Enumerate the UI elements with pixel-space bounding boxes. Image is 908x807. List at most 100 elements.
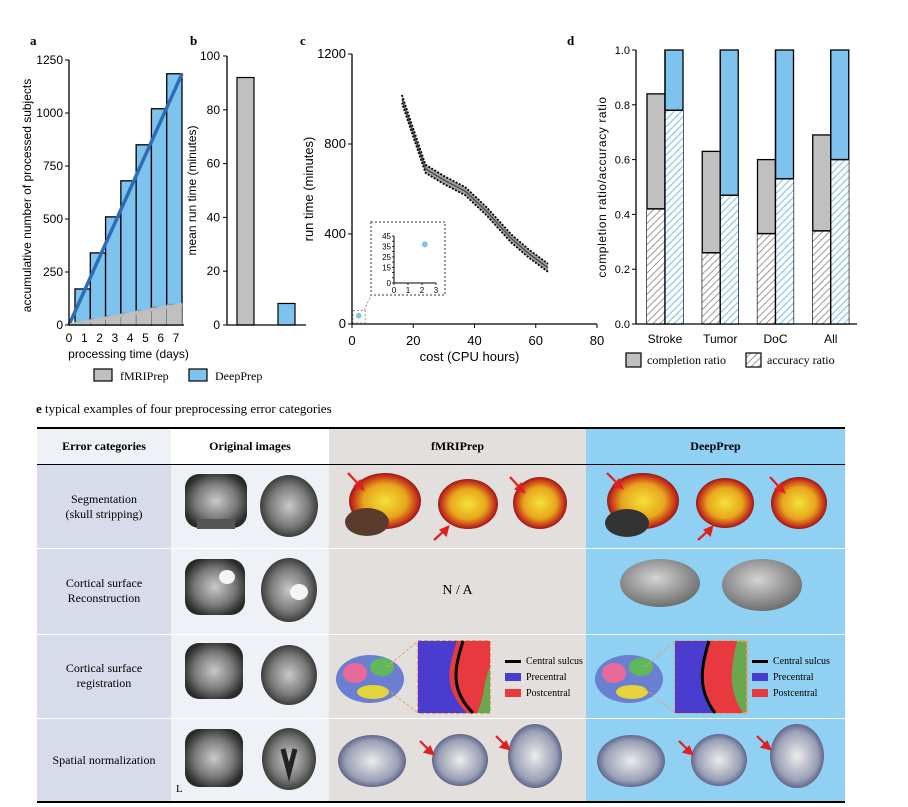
y-axis-label: completion ratio/accuracy ratio xyxy=(595,96,609,277)
hdr-bg-categories xyxy=(37,427,171,465)
deepprep-norm-sagittal xyxy=(597,735,665,787)
legend-accuracy-label: accuracy ratio xyxy=(767,353,835,367)
legend-central-sulcus-label: Central sulcus xyxy=(526,655,583,667)
y-tick-label: 0 xyxy=(339,316,346,331)
deepprep-accuracy-bar xyxy=(830,159,849,324)
orig-norm-axial xyxy=(262,728,316,790)
deepprep-fit-line xyxy=(67,73,184,326)
section-e-title: e typical examples of four preprocessing… xyxy=(36,401,332,416)
hdr-bg-original xyxy=(171,427,329,465)
deepprep-cumulative-bar xyxy=(104,216,122,326)
mean-run-time-bar xyxy=(236,76,255,326)
table-header-rule xyxy=(37,464,845,465)
legend-precentral-swatch xyxy=(505,673,521,681)
deepprep-accuracy-bar xyxy=(775,178,794,324)
fmriprep-reg-legend: Central sulcus Precentral Postcentral xyxy=(505,653,595,701)
y-tick-label: 0.4 xyxy=(615,209,630,221)
header-deepprep: DeepPrep xyxy=(690,438,741,453)
y-axis-label: accumulative number of processed subject… xyxy=(20,79,34,312)
orig-reg-axial xyxy=(261,645,317,705)
x-tick-label: 0 xyxy=(348,333,355,348)
deepprep-surface-left xyxy=(620,559,700,607)
deepprep-norm-coronal xyxy=(691,734,747,786)
deepprep-accuracy-bar xyxy=(720,195,739,324)
row-segmentation-category: Segmentation (skull stripping) xyxy=(65,491,143,521)
x-tick-label: 7 xyxy=(173,331,180,345)
chart-legends: fMRIPrep DeepPrep completion ratio accuracy… xyxy=(93,352,835,383)
x-tick-label: 5 xyxy=(142,331,149,345)
y-tick-label: 0.6 xyxy=(615,155,630,167)
band-lower-dotted xyxy=(401,102,549,273)
x-tick-label: All xyxy=(824,332,837,346)
legend-completion-label: completion ratio xyxy=(647,353,726,367)
row-divider xyxy=(37,634,845,635)
x-tick-label: 60 xyxy=(529,333,543,348)
y-tick-label: 0 xyxy=(213,318,220,332)
inset-x-tick-label: 3 xyxy=(434,286,439,295)
mean-run-time-bar xyxy=(277,302,296,326)
orig-seg-coronal xyxy=(185,474,247,529)
x-tick-label: 6 xyxy=(157,331,164,345)
deepprep-seg-sagittal xyxy=(605,473,679,537)
panel-b-chart: 0 20 40 60 80 100 mean run time (minutes) xyxy=(185,49,306,332)
y-tick-label: 1200 xyxy=(317,46,346,61)
table-bottom-rule xyxy=(37,801,845,803)
legend-deepprep-label: DeepPrep xyxy=(215,369,262,383)
x-tick-label: 20 xyxy=(406,333,420,348)
legend-accuracy-swatch xyxy=(745,352,762,368)
legend-central-sulcus-label: Central sulcus xyxy=(773,655,830,667)
x-tick-label: 3 xyxy=(112,331,119,345)
panel-label-a: a xyxy=(30,33,37,48)
fmriprep-cost-line xyxy=(401,98,549,269)
fmriprep-norm-axial xyxy=(508,724,562,788)
y-tick-label: 1.0 xyxy=(615,45,630,57)
y-axis-label: mean run time (minutes) xyxy=(185,125,199,255)
error-arrows xyxy=(347,472,786,541)
row-surface-reg-category: Cortical surface registration xyxy=(65,661,143,690)
x-axis-label: cost (CPU hours) xyxy=(420,349,520,364)
y-axis-label: run time (minutes) xyxy=(301,137,316,242)
inset-y-tick-label: 15 xyxy=(382,263,391,272)
y-tick-label: 1250 xyxy=(36,53,63,67)
fmriprep-seg-coronal xyxy=(438,479,498,529)
x-tick-label: 4 xyxy=(127,331,134,345)
confidence-band xyxy=(401,94,548,272)
y-tick-label: 80 xyxy=(207,103,221,117)
fmriprep-seg-sagittal xyxy=(345,473,421,536)
legend-postcentral-swatch xyxy=(505,689,521,697)
panel-label-b: b xyxy=(190,33,198,48)
legend-precentral-label: Precentral xyxy=(773,671,814,683)
panel-d-chart: Stroke Tumor DoC All 0.0 0.2 0.4 0.6 0.8 1.0 compl… xyxy=(595,45,857,346)
panel-label-d: d xyxy=(567,33,575,48)
legend-central-sulcus-swatch xyxy=(752,659,768,663)
legend-deepprep-swatch xyxy=(188,368,208,382)
header-original-images: Original images xyxy=(209,438,291,453)
row-surface-recon-category: Cortical surface Reconstruction xyxy=(65,576,143,605)
fmriprep-reg-brain xyxy=(336,655,404,703)
deepprep-reg-brain xyxy=(595,655,663,703)
legend-fmriprep-label: fMRIPrep xyxy=(120,369,169,383)
orig-seg-axial xyxy=(260,475,318,537)
y-tick-label: 0.0 xyxy=(615,319,630,331)
deepprep-surface-right xyxy=(722,559,802,611)
y-tick-label: 800 xyxy=(324,136,346,151)
x-tick-label: DoC xyxy=(763,332,787,346)
legend-precentral-swatch xyxy=(752,673,768,681)
inset-x-tick-label: 1 xyxy=(406,286,411,295)
header-fmriprep: fMRIPrep xyxy=(430,438,485,453)
y-tick-label: 1000 xyxy=(36,106,63,120)
legend-postcentral-label: Postcentral xyxy=(773,687,818,699)
error-table: Error categories Original images fMRIPre… xyxy=(37,427,845,803)
fmriprep-accuracy-bar xyxy=(647,208,665,324)
deepprep-seg-coronal xyxy=(696,478,754,528)
x-tick-label: 2 xyxy=(96,331,103,345)
y-tick-label: 100 xyxy=(200,49,220,63)
fmriprep-norm-sagittal xyxy=(338,735,406,787)
orig-recon-axial xyxy=(261,558,317,622)
x-tick-label: Tumor xyxy=(703,332,737,346)
y-tick-label: 60 xyxy=(207,157,221,171)
legend-postcentral-label: Postcentral xyxy=(526,687,571,699)
deepprep-reg-zoom xyxy=(644,640,748,714)
